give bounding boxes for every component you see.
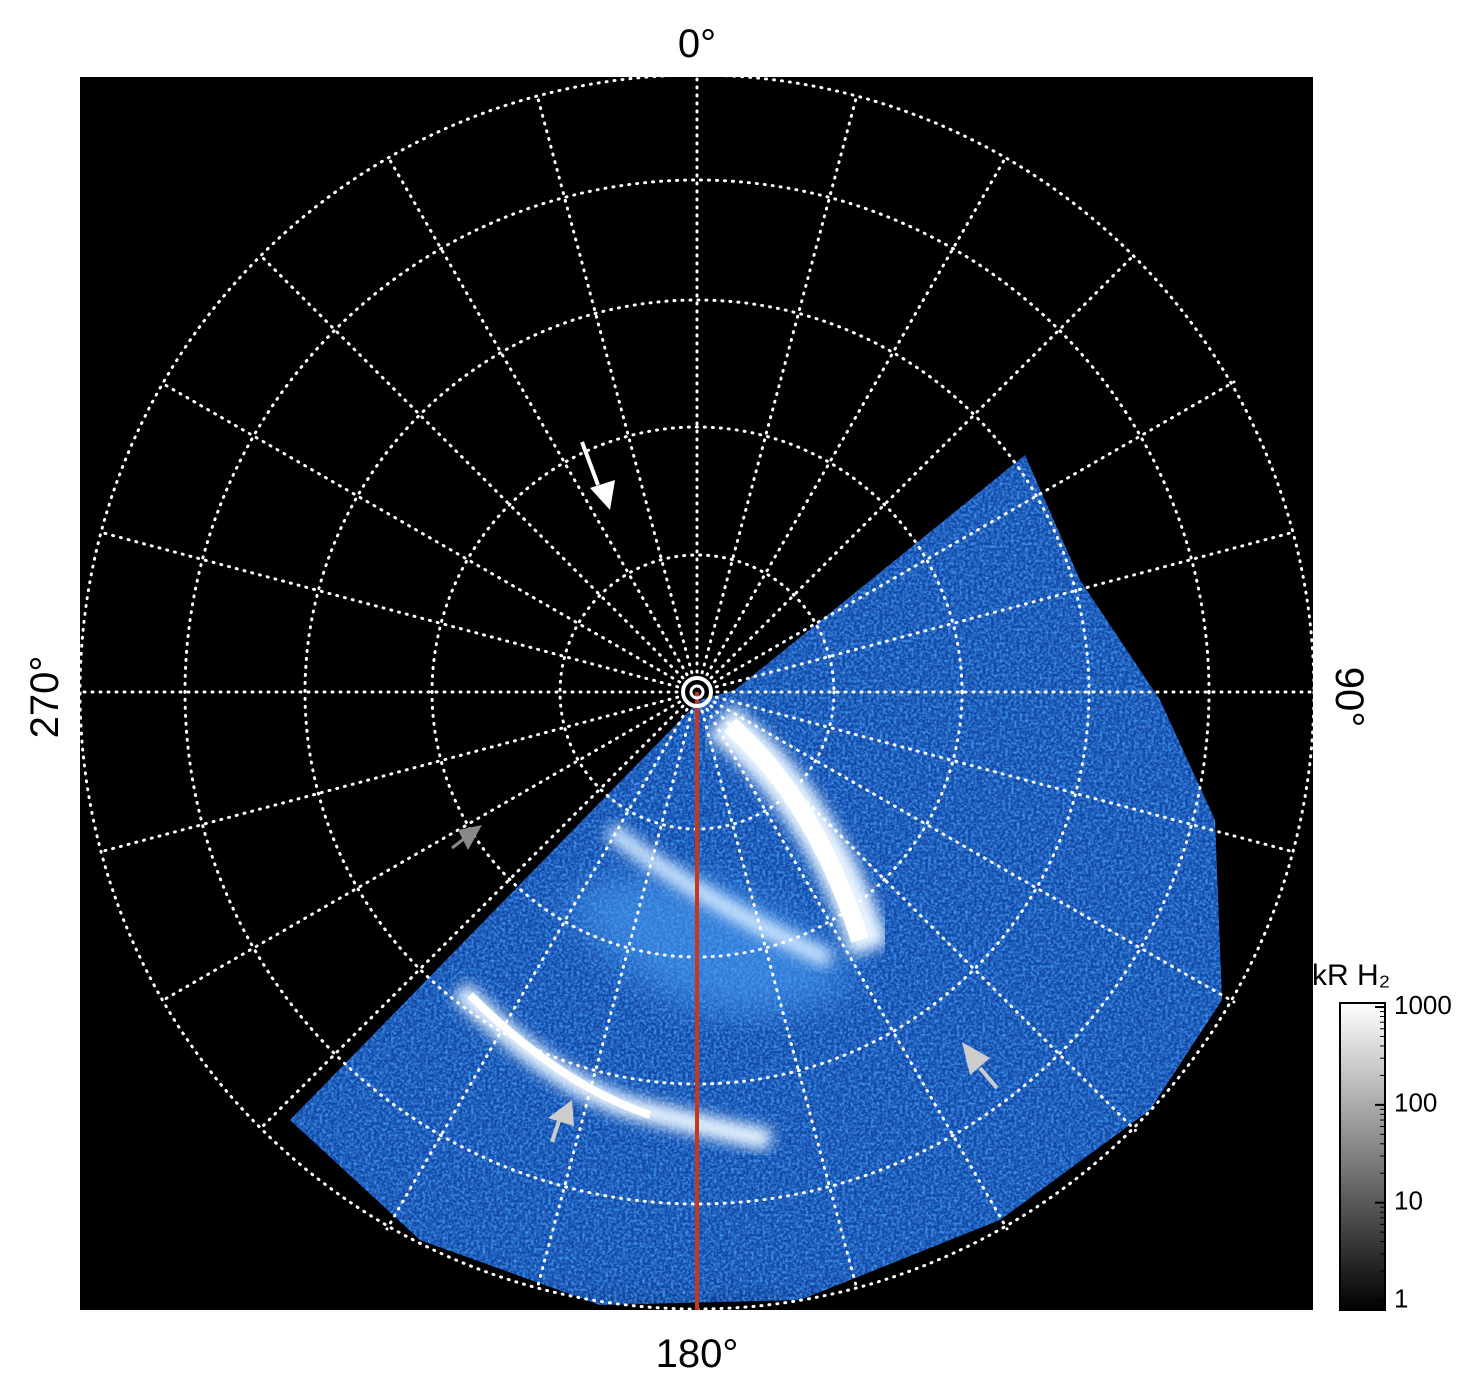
pole-marker <box>689 684 705 700</box>
angle-label: 180° <box>656 1332 739 1376</box>
colorbar-tick-label: 10 <box>1394 1186 1423 1216</box>
arrow <box>451 825 482 850</box>
angle-label: 270° <box>23 656 67 739</box>
colorbar-tick-label: 1000 <box>1394 990 1452 1020</box>
pole-marker <box>681 676 713 708</box>
arrow <box>548 1100 574 1143</box>
colorbar-axis: 1 10 100 1000 <box>1375 990 1452 1313</box>
colorbar-title: kR H₂ <box>1312 959 1390 992</box>
arrow <box>962 1042 999 1090</box>
angle-label: 0° <box>678 22 716 66</box>
colorbar-tick-label: 1 <box>1394 1283 1408 1313</box>
colorbar-tick-label: 100 <box>1394 1088 1437 1118</box>
angle-label: 90° <box>1327 667 1371 728</box>
colorbar <box>1339 1002 1386 1311</box>
arrow <box>580 441 615 510</box>
grid-circle <box>183 178 1211 1206</box>
